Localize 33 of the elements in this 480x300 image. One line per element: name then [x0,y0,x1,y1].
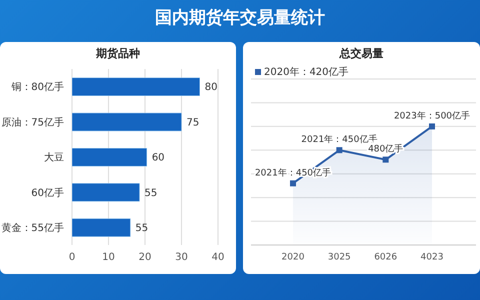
x-tick-label: 40 [212,252,224,264]
x-tick-label: 0 [68,252,76,264]
y-tick-label: 大豆 [44,152,64,164]
x-tick-label: 20 [138,252,152,264]
x-tick-label: 6026 [374,252,398,262]
point [290,180,296,186]
y-tick-label: 黄金：55亿手 [1,222,64,234]
bar [72,183,140,202]
annotation: 75 [186,117,200,128]
y-tick-label: 60亿手 [31,186,64,199]
legend-label: 2020年：420亿手 [263,66,349,79]
bar [72,78,200,96]
point [336,147,342,154]
chart-title: 国内期货年交易量统计 [154,7,326,29]
annotation: 55 [135,222,148,234]
y-tick-label: 铜：80亿手 [10,81,64,94]
annotation: 60 [152,152,165,164]
bar [72,112,182,132]
bar [72,148,148,166]
annotation: 80 [204,82,218,94]
x-tick-label: 3025 [328,252,351,262]
x-tick-label: 30 [175,252,188,264]
annotation: 55 [144,188,158,199]
chart-title: 总交易量 [338,46,384,61]
x-tick-label: 2020 [282,252,305,262]
point [429,123,435,130]
chart-subtitle: 期货品种 [95,46,141,61]
bar [72,218,131,237]
annotation: 2023年：500亿手 [394,110,470,122]
x-tick-label: 10 [102,252,115,264]
point [382,156,389,163]
x-tick-label: 4023 [420,252,444,262]
y-tick-label: 原油：75亿手 [1,116,64,128]
